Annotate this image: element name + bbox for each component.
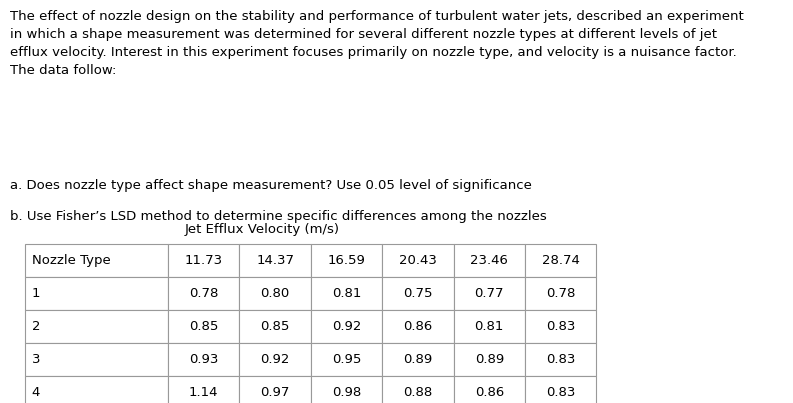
Text: 0.93: 0.93 [189,353,219,366]
Text: 0.97: 0.97 [260,386,290,399]
Text: 16.59: 16.59 [328,254,366,267]
Text: 0.98: 0.98 [332,386,361,399]
Text: 0.77: 0.77 [474,287,504,300]
Text: 0.92: 0.92 [260,353,290,366]
Text: 0.88: 0.88 [404,386,432,399]
Text: 0.89: 0.89 [475,353,504,366]
Text: 3: 3 [32,353,40,366]
Text: Jet Efflux Velocity (m/s): Jet Efflux Velocity (m/s) [184,223,339,236]
Text: 20.43: 20.43 [399,254,437,267]
Text: 0.81: 0.81 [474,320,504,333]
Text: 0.85: 0.85 [260,320,290,333]
Text: 0.78: 0.78 [546,287,576,300]
Text: 0.75: 0.75 [403,287,433,300]
Text: a. Does nozzle type affect shape measurement? Use 0.05 level of significance: a. Does nozzle type affect shape measure… [10,179,531,192]
Text: 1.14: 1.14 [189,386,219,399]
Text: 2: 2 [32,320,40,333]
Text: 28.74: 28.74 [542,254,580,267]
Text: 4: 4 [32,386,40,399]
Text: 0.83: 0.83 [546,353,576,366]
Text: 0.78: 0.78 [189,287,219,300]
Text: 0.95: 0.95 [331,353,362,366]
Text: 0.80: 0.80 [261,287,289,300]
Text: 0.86: 0.86 [475,386,504,399]
Text: 11.73: 11.73 [185,254,223,267]
Text: 0.92: 0.92 [331,320,362,333]
Text: 0.85: 0.85 [189,320,219,333]
Text: 0.89: 0.89 [404,353,432,366]
Text: The effect of nozzle design on the stability and performance of turbulent water : The effect of nozzle design on the stabi… [10,10,743,77]
Text: 0.83: 0.83 [546,386,576,399]
Text: 0.86: 0.86 [404,320,432,333]
Text: 14.37: 14.37 [256,254,294,267]
Text: 0.83: 0.83 [546,320,576,333]
Text: 1: 1 [32,287,40,300]
Text: b. Use Fisher’s LSD method to determine specific differences among the nozzles: b. Use Fisher’s LSD method to determine … [10,210,546,223]
Text: 23.46: 23.46 [470,254,508,267]
Text: 0.81: 0.81 [331,287,362,300]
Text: Nozzle Type: Nozzle Type [32,254,110,267]
